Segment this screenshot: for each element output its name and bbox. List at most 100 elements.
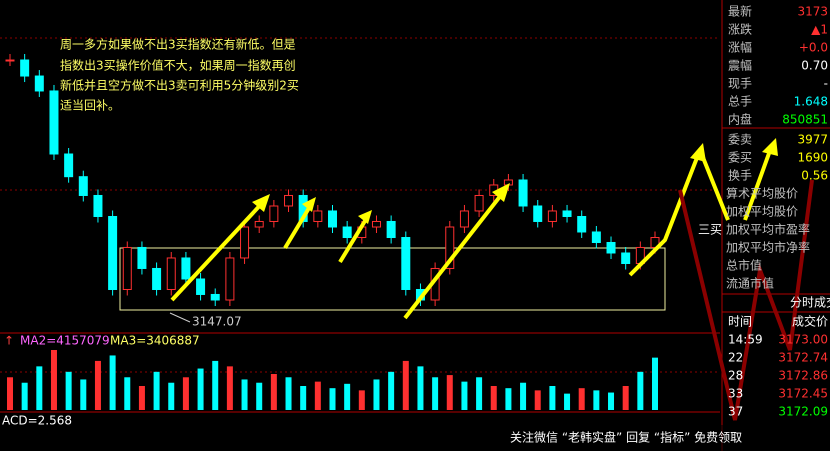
tick-price: 3172.09 xyxy=(778,405,828,419)
ma3: MA3=3406887 xyxy=(110,334,200,348)
quote-value: 0.56 xyxy=(801,169,828,183)
stat-label: 加权平均市盈率 xyxy=(726,222,810,237)
tick-price: 3172.45 xyxy=(778,387,828,401)
volume-bar xyxy=(36,366,43,410)
volume-bar xyxy=(168,382,175,410)
candle xyxy=(210,293,220,301)
candle xyxy=(166,257,176,290)
candle xyxy=(196,278,206,295)
quote-label: 最新 xyxy=(728,4,752,19)
tick-time: 37 xyxy=(728,405,743,419)
volume-bar xyxy=(344,383,351,410)
tick-time: 22 xyxy=(728,351,743,365)
volume-bar xyxy=(461,381,468,410)
quote-label: 内盘 xyxy=(728,112,752,127)
volume-bar xyxy=(534,390,541,410)
ticks-head: 成交价 xyxy=(792,314,828,329)
candle xyxy=(5,59,15,62)
volume-bar xyxy=(153,371,160,410)
quote-label: 涨幅 xyxy=(728,40,752,55)
candle xyxy=(108,215,118,290)
candle xyxy=(78,176,88,196)
candle xyxy=(533,205,543,222)
tick-price: 3173.00 xyxy=(778,333,828,347)
volume-bar xyxy=(490,386,497,410)
volume-bar xyxy=(549,386,556,410)
volume-bar xyxy=(314,381,321,410)
stat-label: 加权平均股价 xyxy=(726,205,798,219)
candle xyxy=(64,153,74,178)
svg-text:指数出3买操作价值不大，如果周一指数再创: 指数出3买操作价值不大，如果周一指数再创 xyxy=(60,58,296,73)
tick-time: 33 xyxy=(728,387,743,401)
candle xyxy=(621,252,631,265)
volume-bar xyxy=(109,355,116,410)
candle xyxy=(137,246,147,269)
stat-label: 总市值 xyxy=(726,258,762,273)
volume-bar xyxy=(241,379,248,410)
quote-label: 总手 xyxy=(728,95,752,109)
candle xyxy=(577,215,587,233)
candle xyxy=(386,220,396,239)
volume-bar xyxy=(417,366,424,410)
candle xyxy=(240,226,250,259)
volume-bar xyxy=(124,377,131,410)
candle xyxy=(34,75,44,92)
candle xyxy=(152,267,162,290)
candle xyxy=(371,220,381,228)
quote-label: 震幅 xyxy=(728,58,752,73)
volume-bar xyxy=(578,388,585,410)
volume-bar xyxy=(402,360,409,410)
volume-bar xyxy=(256,382,263,410)
svg-text:↑: ↑ xyxy=(4,334,14,348)
candle xyxy=(49,90,59,155)
quote-label: 现手 xyxy=(728,77,752,91)
macd: ACD=2.568 xyxy=(2,414,72,428)
svg-text:适当回补。: 适当回补。 xyxy=(60,99,120,113)
volume-bar xyxy=(285,377,292,410)
annotation: 周一多方如果做不出3买指数还有新低。但是指数出3买操作价值不大，如果周一指数再创… xyxy=(60,37,299,113)
quote-value: - xyxy=(824,77,828,91)
candle xyxy=(269,205,279,222)
volume-bar xyxy=(7,377,13,410)
quote-value: 3977 xyxy=(797,133,828,147)
quote-label: 涨跌 xyxy=(728,22,752,37)
quote-label: 换手 xyxy=(728,169,752,183)
volume-bar xyxy=(520,382,527,410)
candle xyxy=(225,257,235,301)
candle xyxy=(445,226,455,269)
low-label: 3147.07 xyxy=(192,315,242,329)
tick-price: 3172.86 xyxy=(778,369,828,383)
quote-value: 1690 xyxy=(797,151,828,165)
quote-value: ▲1 xyxy=(811,23,828,37)
volume-bar xyxy=(564,393,571,410)
candle xyxy=(328,210,337,228)
candle xyxy=(459,210,469,228)
candle xyxy=(20,59,30,77)
quote-label: 委卖 xyxy=(728,133,752,147)
volume-bar xyxy=(505,388,512,410)
tick-time: 28 xyxy=(728,369,743,383)
ticks-head: 时间 xyxy=(728,315,752,329)
candle xyxy=(181,257,191,280)
watermark: 关注微信 “老韩实盘” 回复 “指标” 免费领取 xyxy=(510,430,742,445)
volume-bar xyxy=(270,374,277,410)
grid xyxy=(0,37,720,373)
candle xyxy=(401,237,411,290)
volume-bar xyxy=(388,371,395,410)
quote-value: 1.648 xyxy=(794,95,828,109)
candle xyxy=(562,210,572,217)
volume-bar xyxy=(80,379,87,410)
volume-bar xyxy=(94,360,101,410)
volume-bar xyxy=(226,366,233,410)
candle xyxy=(591,231,601,243)
buy3-label: 三买 xyxy=(698,223,722,237)
volume-bar xyxy=(593,390,600,410)
volume-bar xyxy=(21,382,28,410)
volume-bar xyxy=(300,386,307,410)
quote-value: 850851 xyxy=(782,113,828,127)
stat-label: 加权平均市净率 xyxy=(726,240,810,255)
quote-label: 委买 xyxy=(728,151,752,165)
candle xyxy=(518,179,528,207)
stat-label: 流通市值 xyxy=(726,276,774,291)
